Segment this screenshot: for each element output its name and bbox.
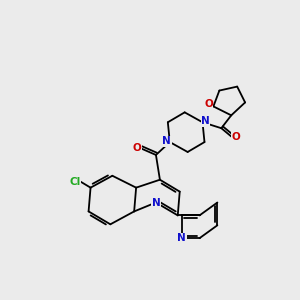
Text: O: O <box>204 99 213 110</box>
Text: N: N <box>177 233 186 243</box>
Text: O: O <box>232 132 241 142</box>
Text: N: N <box>201 116 210 126</box>
Text: N: N <box>163 136 171 146</box>
Text: N: N <box>152 199 160 208</box>
Text: Cl: Cl <box>69 177 80 187</box>
Text: O: O <box>133 143 142 153</box>
